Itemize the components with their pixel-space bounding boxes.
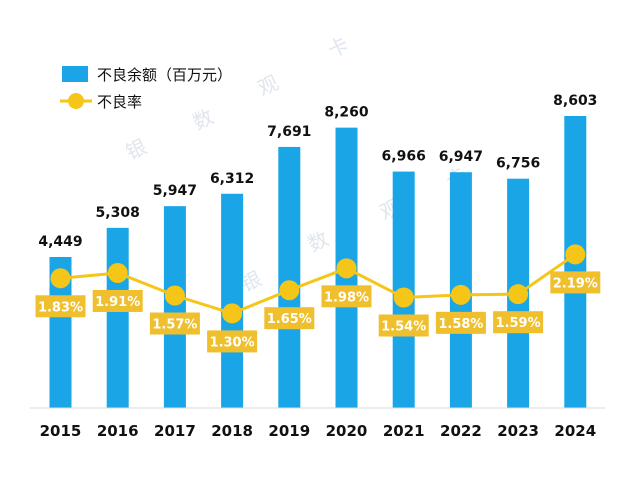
- rate-label-box: [435, 311, 486, 334]
- bar-value-label: 6,312: [210, 171, 254, 187]
- bar-value-label: 4,449: [38, 234, 82, 250]
- rate-value-label: 1.98%: [324, 290, 369, 305]
- rate-line: [60, 253, 577, 316]
- rate-label-box: [92, 289, 143, 312]
- bar-value-labels: 4,449 5,308 5,947 6,312 7,691 8,260 6,966 6,947…: [38, 93, 597, 250]
- rate-marker: [565, 244, 586, 265]
- x-tick-label: 2022: [440, 422, 482, 440]
- rate-marker: [107, 262, 128, 283]
- legend-line-label: 不良率: [97, 93, 142, 111]
- rate-marker: [450, 284, 471, 305]
- bar-value-label: 5,308: [96, 205, 140, 221]
- bar: [221, 193, 244, 408]
- watermark-glyph: 观: [254, 70, 282, 100]
- rate-line-series: [50, 244, 586, 324]
- bar: [106, 227, 129, 408]
- rate-label-box: [493, 311, 544, 334]
- rate-value-label: 2.19%: [553, 276, 598, 291]
- x-tick-label: 2015: [40, 422, 82, 440]
- bar-value-label: 6,947: [439, 149, 483, 165]
- rate-marker: [508, 284, 529, 305]
- rate-label-box: [321, 285, 372, 308]
- rate-marker: [279, 280, 300, 301]
- bar-value-label: 5,947: [153, 183, 197, 199]
- rate-label-box: [35, 295, 86, 318]
- x-axis-tick-labels: 2015 2016 2017 2018 2019 2020 2021 2022 2023 2024: [40, 422, 597, 440]
- rate-value-label: 1.83%: [38, 300, 83, 315]
- x-tick-label: 2019: [268, 422, 310, 440]
- bar-value-label: 8,260: [324, 105, 369, 121]
- bar-value-label: 8,603: [553, 93, 597, 109]
- bar-value-label: 6,966: [382, 149, 426, 165]
- x-tick-label: 2024: [554, 422, 596, 440]
- legend: 不良余额（百万元） 不良率: [60, 66, 232, 111]
- rate-value-label: 1.65%: [267, 312, 312, 327]
- rate-label-box: [264, 307, 315, 330]
- bar: [163, 206, 186, 408]
- rate-marker: [393, 287, 414, 308]
- x-tick-label: 2021: [383, 422, 425, 440]
- watermark-glyph: 银: [122, 134, 150, 164]
- rate-marker: [50, 268, 71, 289]
- x-tick-label: 2020: [326, 422, 368, 440]
- rate-value-label: 1.30%: [210, 335, 255, 350]
- rate-value-labels: 1.83% 1.91% 1.57% 1.30% 1.65% 1.98% 1.54% 1.58%…: [35, 271, 601, 353]
- rate-label-box: [378, 314, 429, 337]
- rate-value-label: 1.59%: [496, 316, 541, 331]
- watermark-glyph: 数: [189, 104, 217, 134]
- x-tick-label: 2023: [497, 422, 539, 440]
- bar-value-label: 6,756: [496, 156, 540, 172]
- bar: [49, 256, 72, 408]
- rate-value-label: 1.91%: [95, 295, 140, 310]
- rate-value-label: 1.57%: [152, 318, 197, 333]
- bar: [278, 146, 301, 409]
- watermark-glyph: 卡: [324, 32, 352, 62]
- rate-label-box: [149, 312, 200, 335]
- rate-value-label: 1.58%: [438, 317, 483, 332]
- rate-value-label: 1.54%: [381, 319, 426, 334]
- legend-line-marker: [68, 93, 84, 109]
- x-tick-label: 2016: [97, 422, 139, 440]
- bar-value-label: 7,691: [267, 124, 311, 140]
- legend-bar-label: 不良余额（百万元）: [97, 66, 232, 84]
- watermark-glyph: 数: [304, 226, 332, 256]
- legend-bar-swatch: [62, 66, 88, 82]
- rate-label-box: [207, 330, 258, 353]
- x-tick-label: 2017: [154, 422, 196, 440]
- rate-marker: [336, 258, 357, 279]
- rate-marker: [222, 303, 243, 324]
- rate-label-box: [550, 271, 601, 294]
- rate-marker: [164, 285, 185, 306]
- x-tick-label: 2018: [211, 422, 253, 440]
